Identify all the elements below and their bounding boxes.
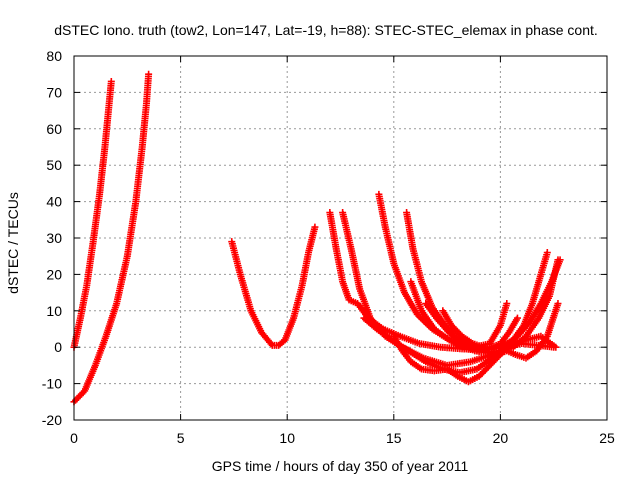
data-point: [107, 77, 115, 85]
data-point: [145, 70, 153, 78]
series-1: [70, 77, 115, 351]
y-tick-label: 30: [46, 230, 62, 246]
x-tick-label: 10: [279, 430, 295, 446]
axis-ticks: 0 5 10 15 20 25 -20 -10 0 10 20 30 40 50 60 70 80: [42, 48, 615, 446]
y-tick-label: 40: [46, 194, 62, 210]
series-3: [228, 223, 319, 349]
data-point: [543, 249, 551, 257]
x-tick-label: 15: [386, 430, 402, 446]
y-tick-label: 10: [46, 303, 62, 319]
grid-lines: [74, 56, 607, 420]
x-tick-label: 5: [177, 430, 185, 446]
data-point: [554, 300, 562, 308]
series-2: [70, 70, 153, 406]
y-tick-label: 70: [46, 84, 62, 100]
data-point: [554, 256, 562, 264]
y-tick-label: 50: [46, 157, 62, 173]
y-tick-label: -10: [42, 376, 62, 392]
series-12: [422, 256, 562, 357]
y-tick-label: -20: [42, 412, 62, 428]
x-tick-label: 25: [599, 430, 615, 446]
data-point: [518, 325, 526, 333]
y-tick-label: 20: [46, 266, 62, 282]
x-tick-label: 0: [70, 430, 78, 446]
data-point: [503, 300, 511, 308]
x-axis-label: GPS time / hours of day 350 of year 2011: [212, 458, 469, 474]
y-axis-label: dSTEC / TECUs: [5, 192, 21, 294]
series-9: [439, 307, 521, 351]
x-tick-label: 20: [493, 430, 509, 446]
data-marks: [70, 70, 564, 406]
data-point: [513, 314, 521, 322]
y-tick-label: 0: [54, 339, 62, 355]
chart-title: dSTEC Iono. truth (tow2, Lon=147, Lat=-1…: [54, 22, 598, 38]
y-tick-label: 80: [46, 48, 62, 64]
data-point: [311, 223, 319, 231]
data-point: [552, 343, 560, 351]
y-tick-label: 60: [46, 121, 62, 137]
